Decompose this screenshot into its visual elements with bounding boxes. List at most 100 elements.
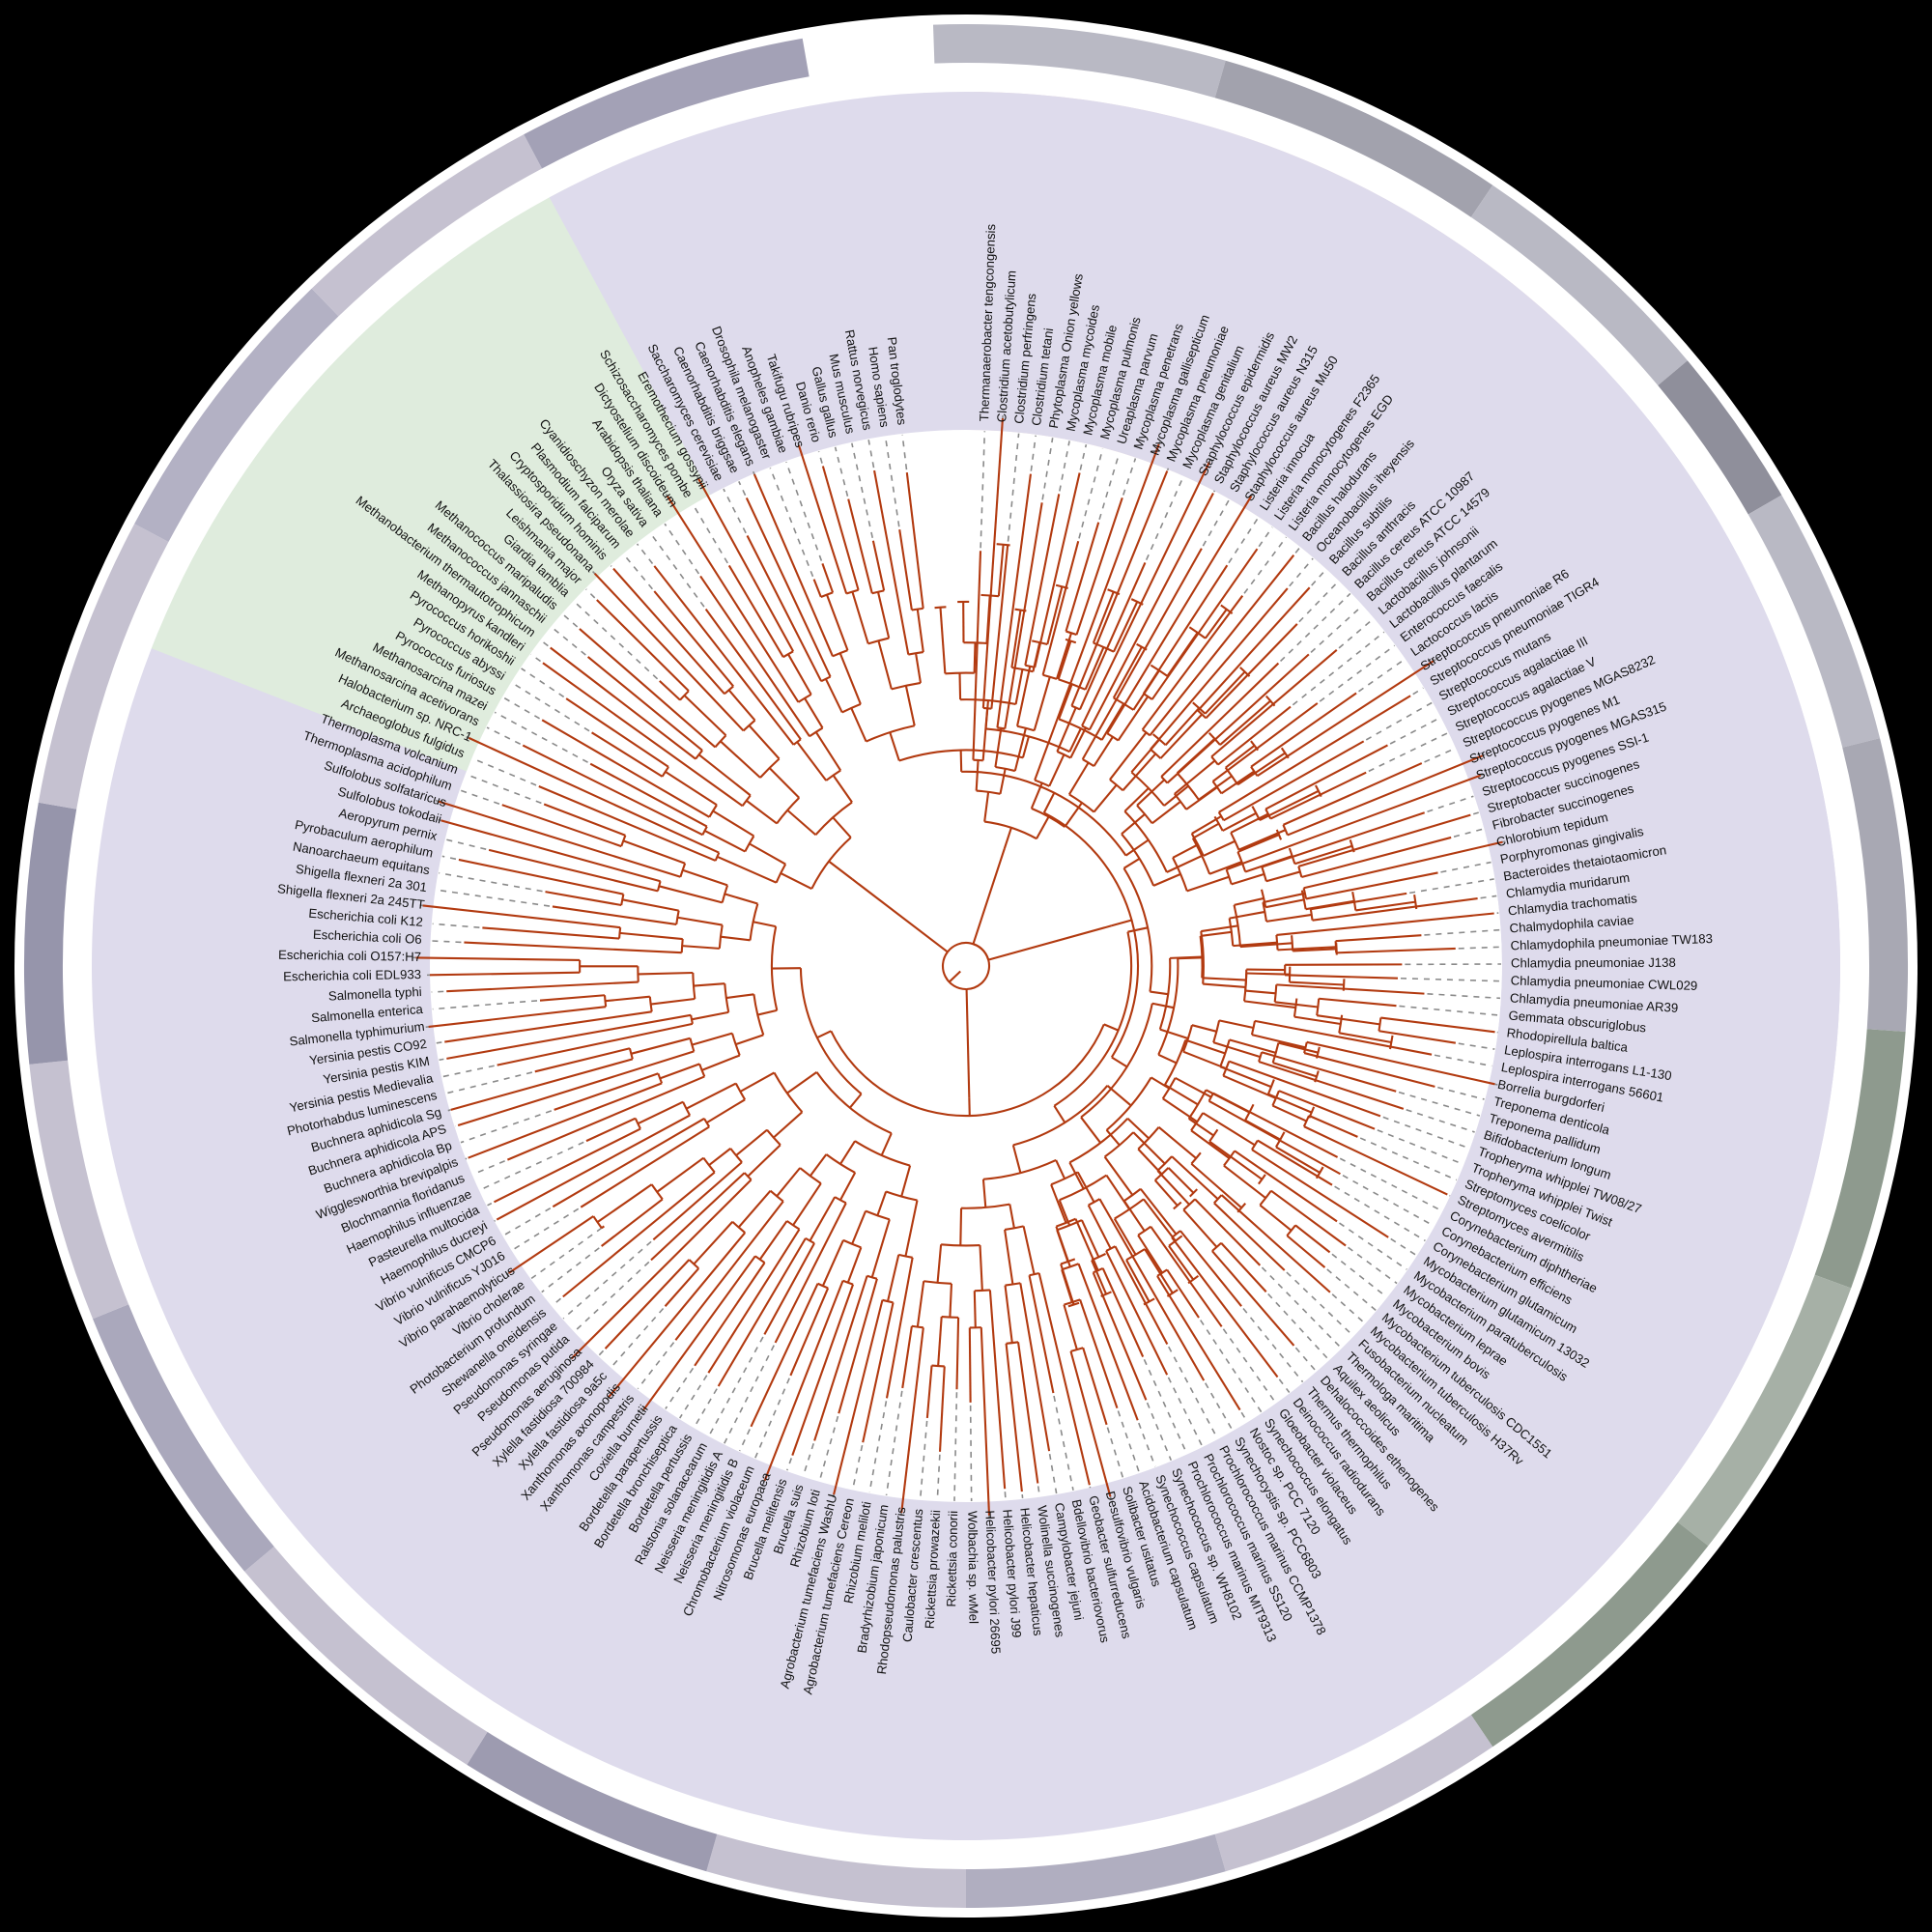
leader-line [1406, 1109, 1475, 1133]
leader-line [460, 1110, 553, 1144]
clade-arc [1413, 895, 1418, 910]
branch-segment [1132, 1131, 1166, 1165]
branch-segment [1034, 472, 1081, 668]
outer-ring-segment [1214, 1715, 1493, 1872]
branch-segment [1202, 1112, 1256, 1147]
branch-segment [488, 848, 659, 893]
branch-segment [1172, 843, 1199, 859]
clade-arc [908, 651, 923, 656]
branch-segment [832, 775, 853, 804]
leader-line [1427, 795, 1474, 813]
branch-segment [1036, 815, 1050, 839]
branch-segment [468, 1082, 663, 1159]
branch-segment [1046, 586, 1064, 645]
branch-segment [694, 1262, 766, 1367]
branch-segment [1263, 892, 1306, 904]
branch-segment [1203, 839, 1236, 857]
branch-segment [796, 741, 828, 781]
branch-segment [1228, 1060, 1381, 1118]
branch-segment [1068, 727, 1082, 753]
branch-segment [650, 1172, 746, 1262]
leaf-label-layer: Thermanaerobacter tengcongensisClostridi… [276, 223, 1713, 1695]
branch-segment [1082, 1347, 1108, 1426]
branch-segment [450, 1058, 634, 1111]
leader-line [1348, 1246, 1398, 1285]
clade-arc [1034, 779, 1050, 787]
clade-arc [1282, 824, 1289, 836]
branch-segment [429, 971, 581, 977]
leader-line [1453, 828, 1484, 838]
branch-segment [886, 1254, 900, 1302]
branch-segment [1150, 1226, 1223, 1327]
leader-line [1294, 547, 1301, 554]
branch-segment [825, 594, 849, 651]
outer-ring-segment [311, 134, 543, 317]
clade-arc [1109, 779, 1124, 792]
branch-segment [1003, 827, 1012, 849]
branch-segment [786, 1070, 818, 1094]
group-band-bacteria-lower [549, 91, 1841, 1810]
branch-segment [900, 1165, 912, 1197]
branch-segment [1285, 974, 1399, 980]
branch-segment [786, 809, 817, 837]
branch-segment [1114, 1245, 1169, 1345]
branch-segment [936, 1244, 943, 1283]
clade-arc [1316, 998, 1321, 1016]
clade-arc [1378, 1017, 1382, 1032]
branch-segment [619, 931, 683, 941]
branch-segment [1222, 811, 1257, 832]
leader-line [1382, 1116, 1470, 1150]
leader-line [1440, 861, 1492, 873]
branch-segment [828, 860, 854, 881]
branch-segment [464, 941, 682, 954]
branch-segment [1245, 989, 1276, 995]
clade-arc [620, 835, 627, 847]
branch-segment [501, 804, 622, 848]
clade-arc [1006, 1341, 1019, 1345]
leader-line [447, 1109, 451, 1112]
clade-arc [1068, 793, 1095, 813]
branch-segment [889, 731, 900, 761]
clade-arc [996, 543, 1010, 547]
leader-line [1168, 1346, 1218, 1439]
branch-segment [1305, 871, 1438, 900]
branch-segment [1272, 1062, 1318, 1078]
branch-segment [482, 926, 620, 940]
branch-segment [642, 1255, 756, 1410]
branch-segment [1063, 1304, 1078, 1350]
leaf-label: Thermanaerobacter tengcongensis [977, 223, 998, 421]
branch-segment [1122, 857, 1141, 869]
branch-segment [1067, 761, 1090, 795]
leader-line [445, 1071, 533, 1094]
branch-segment [596, 599, 690, 693]
branch-segment [880, 1132, 893, 1156]
outer-ring-segment [706, 1833, 966, 1908]
branch-segment [1213, 1202, 1286, 1271]
branch-segment [1211, 702, 1319, 782]
branch-segment [838, 1278, 878, 1414]
clade-arc [679, 690, 690, 701]
clade-arc [1236, 1203, 1247, 1213]
clade-arc [695, 750, 703, 760]
clade-arc [1143, 1297, 1155, 1306]
clade-arc [702, 1157, 716, 1174]
leader-line [919, 1420, 928, 1500]
leaf-label: Chlamydia pneumoniae CWL029 [1511, 973, 1698, 992]
clade-arc [689, 1037, 696, 1052]
branch-segment [1091, 1260, 1108, 1295]
branch-segment [937, 1317, 943, 1367]
clade-arc [961, 1203, 1010, 1209]
leader-line [439, 1058, 444, 1062]
clade-arc [744, 835, 755, 852]
leaf-label: Chlamydophila pneumoniae TW183 [1510, 931, 1713, 952]
branch-segment [1378, 1030, 1457, 1044]
branch-segment [1175, 1076, 1212, 1098]
clade-arc [688, 1259, 699, 1269]
clade-arc [708, 804, 718, 818]
leader-line [472, 1160, 505, 1176]
leader-line [562, 1240, 652, 1320]
branch-segment [748, 724, 781, 760]
branch-segment [1203, 982, 1246, 989]
branch-segment [746, 535, 823, 682]
branch-segment [804, 697, 824, 729]
